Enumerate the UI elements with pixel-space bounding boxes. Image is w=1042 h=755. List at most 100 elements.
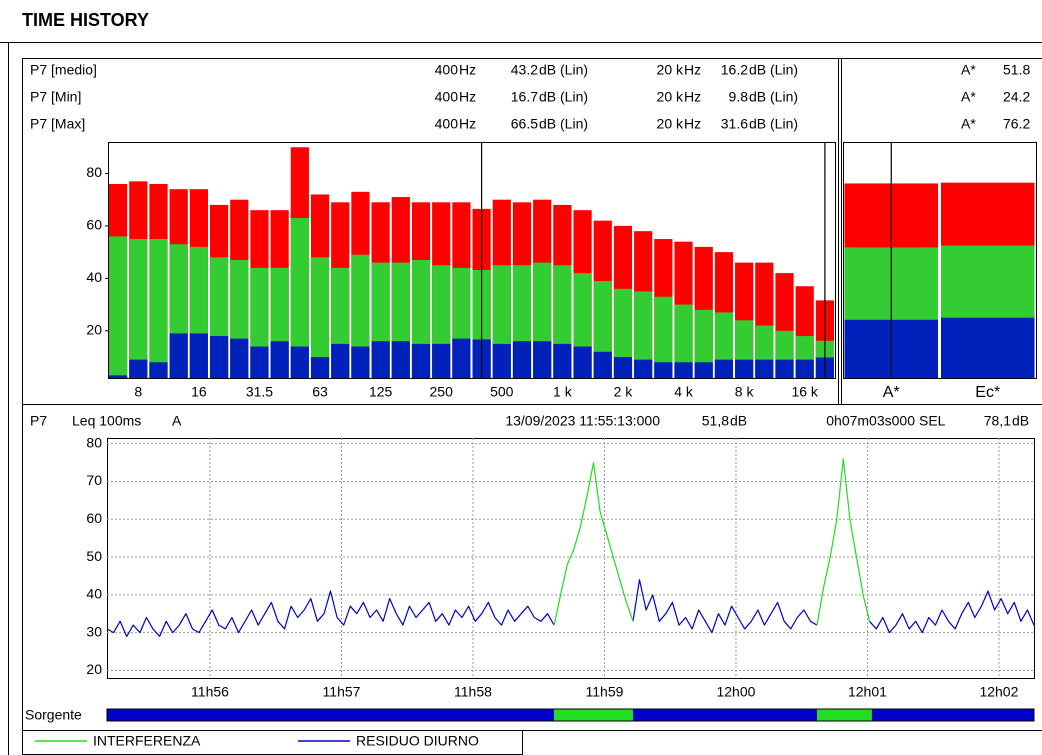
sorgente-label: Sorgente [25,707,82,723]
source-segment [554,709,633,721]
cursor-frequency: 400 [435,89,459,105]
series-line [106,590,555,637]
bar [290,218,309,378]
cursor-frequency: 20 k [657,116,684,132]
frequency-unit: Hz [684,89,701,105]
bar [654,296,673,378]
sel-value: 78,1 [984,413,1011,429]
cursor-level: 9.8 [729,89,749,105]
level-unit: dB (Lin) [539,89,588,105]
bar [593,351,612,378]
y-tick-label: 60 [86,510,102,526]
cursor-level: 16.7 [511,89,538,105]
series-line [816,458,871,626]
cursor-level: 43.2 [511,62,538,78]
bar [714,359,734,378]
x-tick-label: 1 k [553,384,573,400]
cursor-level: 66.5 [511,116,538,132]
duration: 0h07m03s000 [826,413,915,429]
bar [694,362,713,378]
frequency-unit: Hz [684,62,701,78]
source-segment [817,709,872,721]
bar [674,304,693,378]
level-unit: dB (Lin) [539,62,588,78]
level-unit: dB (Lin) [539,116,588,132]
sel-unit: dB [1012,413,1029,429]
y-tick-label: 80 [86,434,102,450]
x-tick-label: 2 k [614,384,634,400]
series-name: P7 [Max] [30,116,85,132]
x-tick-label: 11h57 [323,684,361,700]
y-tick-label: 50 [86,548,102,564]
bar [613,288,633,378]
bar [512,341,532,378]
page-title: TIME HISTORY [22,10,149,30]
x-tick-label: 125 [369,384,393,400]
bar [941,317,1035,378]
bar [553,343,572,378]
cursor-category: A* [961,62,976,78]
series-name: P7 [medio] [30,62,97,78]
bar [654,362,673,378]
cursor-category: A* [961,89,976,105]
cursor-level: 76.2 [1003,116,1030,132]
bar [634,291,653,378]
bar [189,333,208,378]
bar [169,333,188,378]
x-tick-label: A* [883,384,900,401]
x-tick-label: 12h00 [716,684,755,700]
cursor-category: A* [961,116,976,132]
bar [149,239,168,378]
bar [492,343,511,378]
bar [613,357,633,378]
bar [371,341,390,378]
spectrum-plot [108,142,836,379]
level-unit: dB (Lin) [749,89,798,105]
bar [674,362,693,378]
y-tick-label: 20 [86,661,102,677]
y-tick-label: 40 [86,586,102,602]
cursor-level: 31.6 [721,116,748,132]
bar [310,357,330,378]
bar [109,375,128,378]
x-tick-label: 4 k [674,384,694,400]
frequency-unit: Hz [459,89,476,105]
x-tick-label: 11h59 [586,684,624,700]
cursor-level: 24.2 [1003,89,1030,105]
bar [533,341,552,378]
bar [270,341,289,378]
level-unit: dB (Lin) [749,116,798,132]
x-tick-label: 63 [312,384,328,400]
start-time: 13/09/2023 11:55:13:000 [505,413,660,429]
x-tick-label: 12h02 [979,684,1018,700]
y-tick-label: 80 [86,164,102,180]
bar [755,359,774,378]
y-tick-label: 20 [86,322,102,338]
level-unit: dB (Lin) [749,62,798,78]
series-name: P7 [Min] [30,89,81,105]
leq-unit: dB [730,413,747,429]
bar [351,346,370,378]
cursor-frequency: 400 [435,62,459,78]
x-tick-label: Ec* [975,384,1000,401]
bar [775,359,794,378]
bar [573,346,592,378]
bar [795,359,814,378]
cursor-level: 16.2 [721,62,748,78]
y-tick-label: 70 [86,472,102,488]
cursor-frequency: 20 k [657,62,684,78]
frequency-unit: Hz [684,116,701,132]
x-tick-label: 11h56 [191,684,229,700]
source-segment [632,709,818,721]
legend-label: RESIDUO DIURNO [356,733,479,749]
x-tick-label: 500 [490,384,514,400]
bar [129,239,148,378]
x-tick-label: 16 k [791,384,818,400]
series-line [553,462,634,626]
source-strip-border [106,708,1035,722]
bar [694,309,713,378]
bar [250,346,269,378]
bar [209,336,229,378]
bar [230,338,249,378]
